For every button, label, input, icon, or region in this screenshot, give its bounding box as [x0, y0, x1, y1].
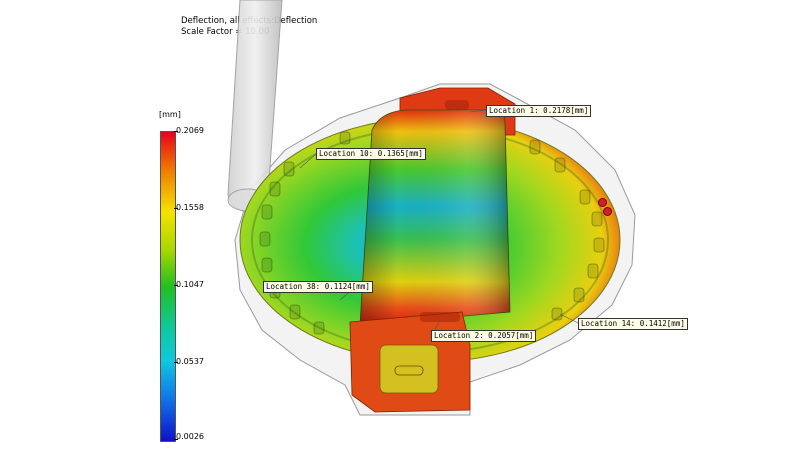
location-label-10[interactable]: Location 10: 0.1365[mm]: [316, 148, 426, 160]
location-label-14[interactable]: Location 14: 0.1412[mm]: [578, 318, 688, 330]
legend-color-bar: [160, 131, 176, 442]
legend-tick-min: 0.0026: [176, 432, 204, 441]
location-label-2[interactable]: Location 2: 0.2057[mm]: [431, 330, 537, 342]
rim-bosses: [259, 131, 605, 335]
legend-tick: 0.0537: [176, 357, 204, 366]
location-label-1[interactable]: Location 1: 0.2178[mm]: [486, 105, 592, 117]
legend-tick: 0.1047: [176, 280, 204, 289]
probe-marker[interactable]: [603, 207, 612, 216]
scale-factor: Scale Factor = 10.00: [181, 27, 270, 37]
legend-tick-max: 0.2069: [176, 126, 204, 135]
probe-marker[interactable]: [598, 198, 607, 207]
legend-unit: [mm]: [159, 110, 181, 119]
location-label-38[interactable]: Location 38: 0.1124[mm]: [263, 281, 373, 293]
legend-tick: 0.1558: [176, 203, 204, 212]
color-legend: [mm] 0.2069 0.1558 0.1047 0.0537 0.0026: [150, 110, 230, 445]
